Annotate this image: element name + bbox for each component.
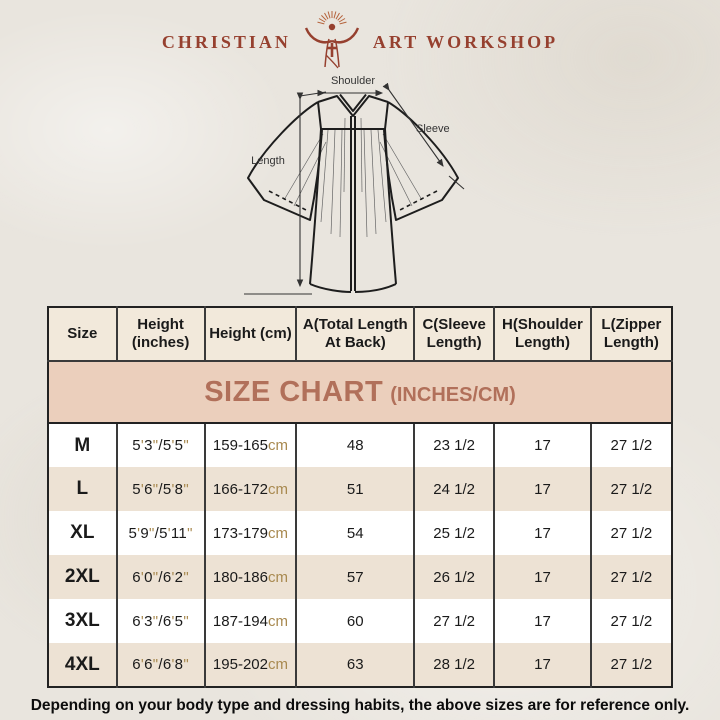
sleeve-length-value: 25 1/2 xyxy=(413,511,495,555)
table-row: 2XL 6'0"/6'2" 180-186cm 57 26 1/2 17 27 … xyxy=(48,555,672,599)
col-header-zipper-length: L(Zipper Length) xyxy=(589,307,672,362)
total-length-value: 51 xyxy=(295,467,415,511)
brand-header: CHRISTIAN xyxy=(0,10,720,70)
diagram-length-label: Length xyxy=(251,155,285,167)
table-row: 3XL 6'3"/6'5" 187-194cm 60 27 1/2 17 27 … xyxy=(48,599,672,643)
col-header-total-length: A(Total Length At Back) xyxy=(295,307,415,362)
zipper-length-value: 27 1/2 xyxy=(589,423,672,467)
table-row: L 5'6"/5'8" 166-172cm 51 24 1/2 17 27 1/… xyxy=(48,467,672,511)
sleeve-length-value: 27 1/2 xyxy=(413,599,495,643)
zipper-length-value: 27 1/2 xyxy=(589,555,672,599)
sleeve-length-value: 26 1/2 xyxy=(413,555,495,599)
height-cm-value: 159-165cm xyxy=(203,423,297,467)
size-value: 4XL xyxy=(48,643,117,687)
size-chart-title-banner: SIZE CHART (INCHES/CM) xyxy=(48,361,672,424)
shoulder-length-value: 17 xyxy=(493,467,591,511)
size-value: L xyxy=(48,467,117,511)
height-cm-value: 166-172cm xyxy=(203,467,297,511)
col-header-shoulder-length: H(Shoulder Length) xyxy=(493,307,591,362)
table-row: M 5'3"/5'5" 159-165cm 48 23 1/2 17 27 1/… xyxy=(48,423,672,467)
total-length-value: 57 xyxy=(295,555,415,599)
height-inches-value: 5'3"/5'5" xyxy=(115,423,205,467)
height-cm-value: 195-202cm xyxy=(203,643,297,687)
size-value: 3XL xyxy=(64,610,100,631)
col-header-size: Size xyxy=(48,307,117,362)
shoulder-length-value: 17 xyxy=(493,423,591,467)
sleeve-length-value: 24 1/2 xyxy=(413,467,495,511)
total-length-value: 54 xyxy=(295,511,415,555)
christ-with-rays-icon xyxy=(301,10,363,74)
zipper-length-value: 27 1/2 xyxy=(589,511,672,555)
table-row: 4XL 6'6"/6'8" 195-202cm 63 28 1/2 17 27 … xyxy=(48,643,672,687)
col-header-sleeve-length: C(Sleeve Length) xyxy=(413,307,495,362)
col-header-height-cm: Height (cm) xyxy=(203,307,297,362)
reference-disclaimer: Depending on your body type and dressing… xyxy=(30,697,690,714)
diagram-shoulder-label: Shoulder xyxy=(331,75,375,87)
height-cm-value: 187-194cm xyxy=(203,599,297,643)
shoulder-length-value: 17 xyxy=(493,599,591,643)
total-length-value: 63 xyxy=(295,643,415,687)
shoulder-length-value: 17 xyxy=(493,555,591,599)
brand-name-left: CHRISTIAN xyxy=(161,31,291,52)
size-value: M xyxy=(74,434,91,456)
height-cm-value: 173-179cm xyxy=(203,511,297,555)
height-inches-value: 6'3"/6'5" xyxy=(115,599,205,643)
col-header-height-inches: Height (inches) xyxy=(115,307,205,362)
robe-measurement-diagram: Shoulder Sleeve Length xyxy=(0,72,720,302)
zipper-length-value: 27 1/2 xyxy=(589,599,672,643)
size-value: XL xyxy=(70,522,95,543)
table-row: XL 5'9"/5'11" 173-179cm 54 25 1/2 17 27 … xyxy=(48,511,672,555)
total-length-value: 60 xyxy=(295,599,415,643)
height-inches-value: 5'9"/5'11" xyxy=(115,511,205,555)
sleeve-length-value: 28 1/2 xyxy=(413,643,495,687)
size-chart-title-suffix: (INCHES/CM) xyxy=(390,383,516,406)
size-chart-title: SIZE CHART xyxy=(204,375,384,408)
height-cm-value: 180-186cm xyxy=(203,555,297,599)
brand-name-right: ART WORKSHOP xyxy=(372,31,559,52)
zipper-length-value: 27 1/2 xyxy=(589,643,672,687)
shoulder-length-value: 17 xyxy=(493,643,591,687)
sleeve-length-value: 23 1/2 xyxy=(413,423,495,467)
shoulder-length-value: 17 xyxy=(493,511,591,555)
height-inches-value: 6'6"/6'8" xyxy=(115,643,205,687)
total-length-value: 48 xyxy=(295,423,415,467)
height-inches-value: 6'0"/6'2" xyxy=(115,555,205,599)
zipper-length-value: 27 1/2 xyxy=(589,467,672,511)
diagram-sleeve-label: Sleeve xyxy=(416,123,450,135)
height-inches-value: 5'6"/5'8" xyxy=(115,467,205,511)
size-value: 2XL xyxy=(48,555,117,599)
table-header-row: Size Height (inches) Height (cm) A(Total… xyxy=(48,307,672,362)
size-chart-table: SIZE CHART (INCHES/CM) Size Height (inche… xyxy=(47,306,673,688)
